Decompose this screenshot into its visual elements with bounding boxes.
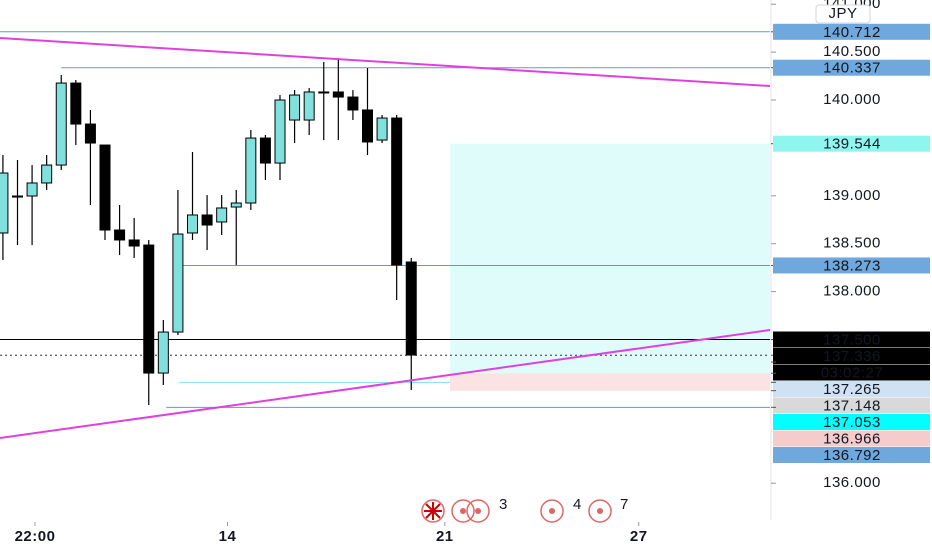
price-tag bbox=[773, 364, 930, 381]
price-tag-label: 138.273 bbox=[823, 257, 881, 274]
x-tick-label: 21 bbox=[436, 528, 454, 545]
event-icons[interactable]: 3 4 7 bbox=[421, 496, 629, 523]
candle-body bbox=[41, 164, 53, 184]
price-tag bbox=[773, 348, 930, 365]
candle-body bbox=[318, 91, 330, 94]
event-count: 7 bbox=[620, 496, 629, 513]
y-tick-label: 140.500 bbox=[823, 43, 881, 60]
price-tag bbox=[773, 23, 930, 40]
candle-body bbox=[391, 117, 403, 266]
x-tick-label: 27 bbox=[630, 528, 648, 545]
price-tag bbox=[773, 414, 930, 431]
event-dot bbox=[475, 508, 481, 514]
price-tag-label: 140.712 bbox=[823, 24, 881, 41]
price-tag bbox=[773, 59, 930, 76]
price-tag-label: 03:02:27 bbox=[821, 364, 883, 381]
price-axis: 141.000140.500140.000139.000138.500138.0… bbox=[15, 0, 930, 545]
price-tag bbox=[773, 331, 930, 348]
price-tag bbox=[773, 397, 930, 414]
candle-body bbox=[289, 94, 301, 121]
candle-body bbox=[303, 91, 315, 121]
zone bbox=[450, 143, 770, 374]
price-tag-label: 139.544 bbox=[823, 136, 881, 153]
event-icon[interactable] bbox=[466, 499, 490, 523]
x-tick-label: 22:00 bbox=[15, 528, 56, 545]
candle-body bbox=[55, 82, 67, 166]
candle-body bbox=[84, 123, 96, 144]
candle-body bbox=[172, 233, 184, 333]
price-tag-label: 137.053 bbox=[823, 414, 881, 431]
candle-body bbox=[99, 144, 111, 231]
plot-area bbox=[0, 31, 771, 439]
event-icon[interactable] bbox=[540, 499, 564, 523]
x-tick-label: 14 bbox=[219, 528, 237, 545]
event-count: 4 bbox=[573, 496, 582, 513]
event-count: 3 bbox=[499, 496, 508, 513]
candle-body bbox=[143, 244, 155, 374]
candle-body bbox=[230, 202, 242, 208]
price-tag-label: 137.500 bbox=[823, 331, 881, 348]
price-tag bbox=[773, 135, 930, 152]
candle-body bbox=[362, 109, 373, 143]
candle-body bbox=[405, 261, 417, 356]
y-tick-label: 140.000 bbox=[823, 91, 881, 108]
y-tick-label: 138.000 bbox=[823, 283, 881, 300]
currency-label: JPY bbox=[828, 5, 857, 22]
price-tag-label: 137.148 bbox=[823, 397, 881, 414]
candle-body bbox=[274, 99, 286, 164]
trendline bbox=[0, 37, 771, 88]
price-tag bbox=[773, 430, 930, 447]
candle-body bbox=[347, 96, 359, 111]
candle-body bbox=[376, 117, 388, 141]
price-tag bbox=[773, 257, 930, 274]
price-tag-label: 137.336 bbox=[823, 348, 881, 365]
candle-body bbox=[245, 137, 257, 204]
price-tag-label: 136.966 bbox=[823, 430, 881, 447]
candle-body bbox=[12, 195, 23, 198]
y-tick-label: 136.000 bbox=[823, 474, 881, 491]
price-tag bbox=[773, 447, 930, 464]
event-dot bbox=[597, 508, 603, 514]
y-tick-label: 138.500 bbox=[823, 235, 881, 252]
price-tag-label: 140.337 bbox=[823, 60, 881, 77]
candle-body bbox=[26, 182, 38, 197]
candle-body bbox=[0, 172, 9, 234]
event-dot bbox=[549, 508, 555, 514]
candle-body bbox=[70, 82, 82, 125]
candle-body bbox=[201, 214, 213, 226]
price-tag-label: 137.265 bbox=[823, 381, 881, 398]
flag-cross bbox=[424, 502, 442, 520]
candle-body bbox=[128, 239, 140, 247]
event-icon[interactable] bbox=[451, 499, 475, 523]
zone bbox=[450, 373, 770, 391]
candle-body bbox=[187, 214, 198, 234]
candle-body bbox=[259, 137, 271, 164]
price-tag bbox=[773, 381, 930, 398]
trendline bbox=[0, 329, 771, 439]
event-dot bbox=[460, 508, 466, 514]
y-tick-label: 139.000 bbox=[823, 187, 881, 204]
price-tag-label: 136.792 bbox=[823, 447, 881, 464]
candle-body bbox=[157, 331, 169, 374]
currency-box bbox=[815, 4, 871, 24]
candle-body bbox=[332, 91, 344, 98]
candle-body bbox=[114, 229, 126, 241]
candle-body bbox=[216, 207, 228, 223]
event-icon[interactable] bbox=[588, 499, 612, 523]
